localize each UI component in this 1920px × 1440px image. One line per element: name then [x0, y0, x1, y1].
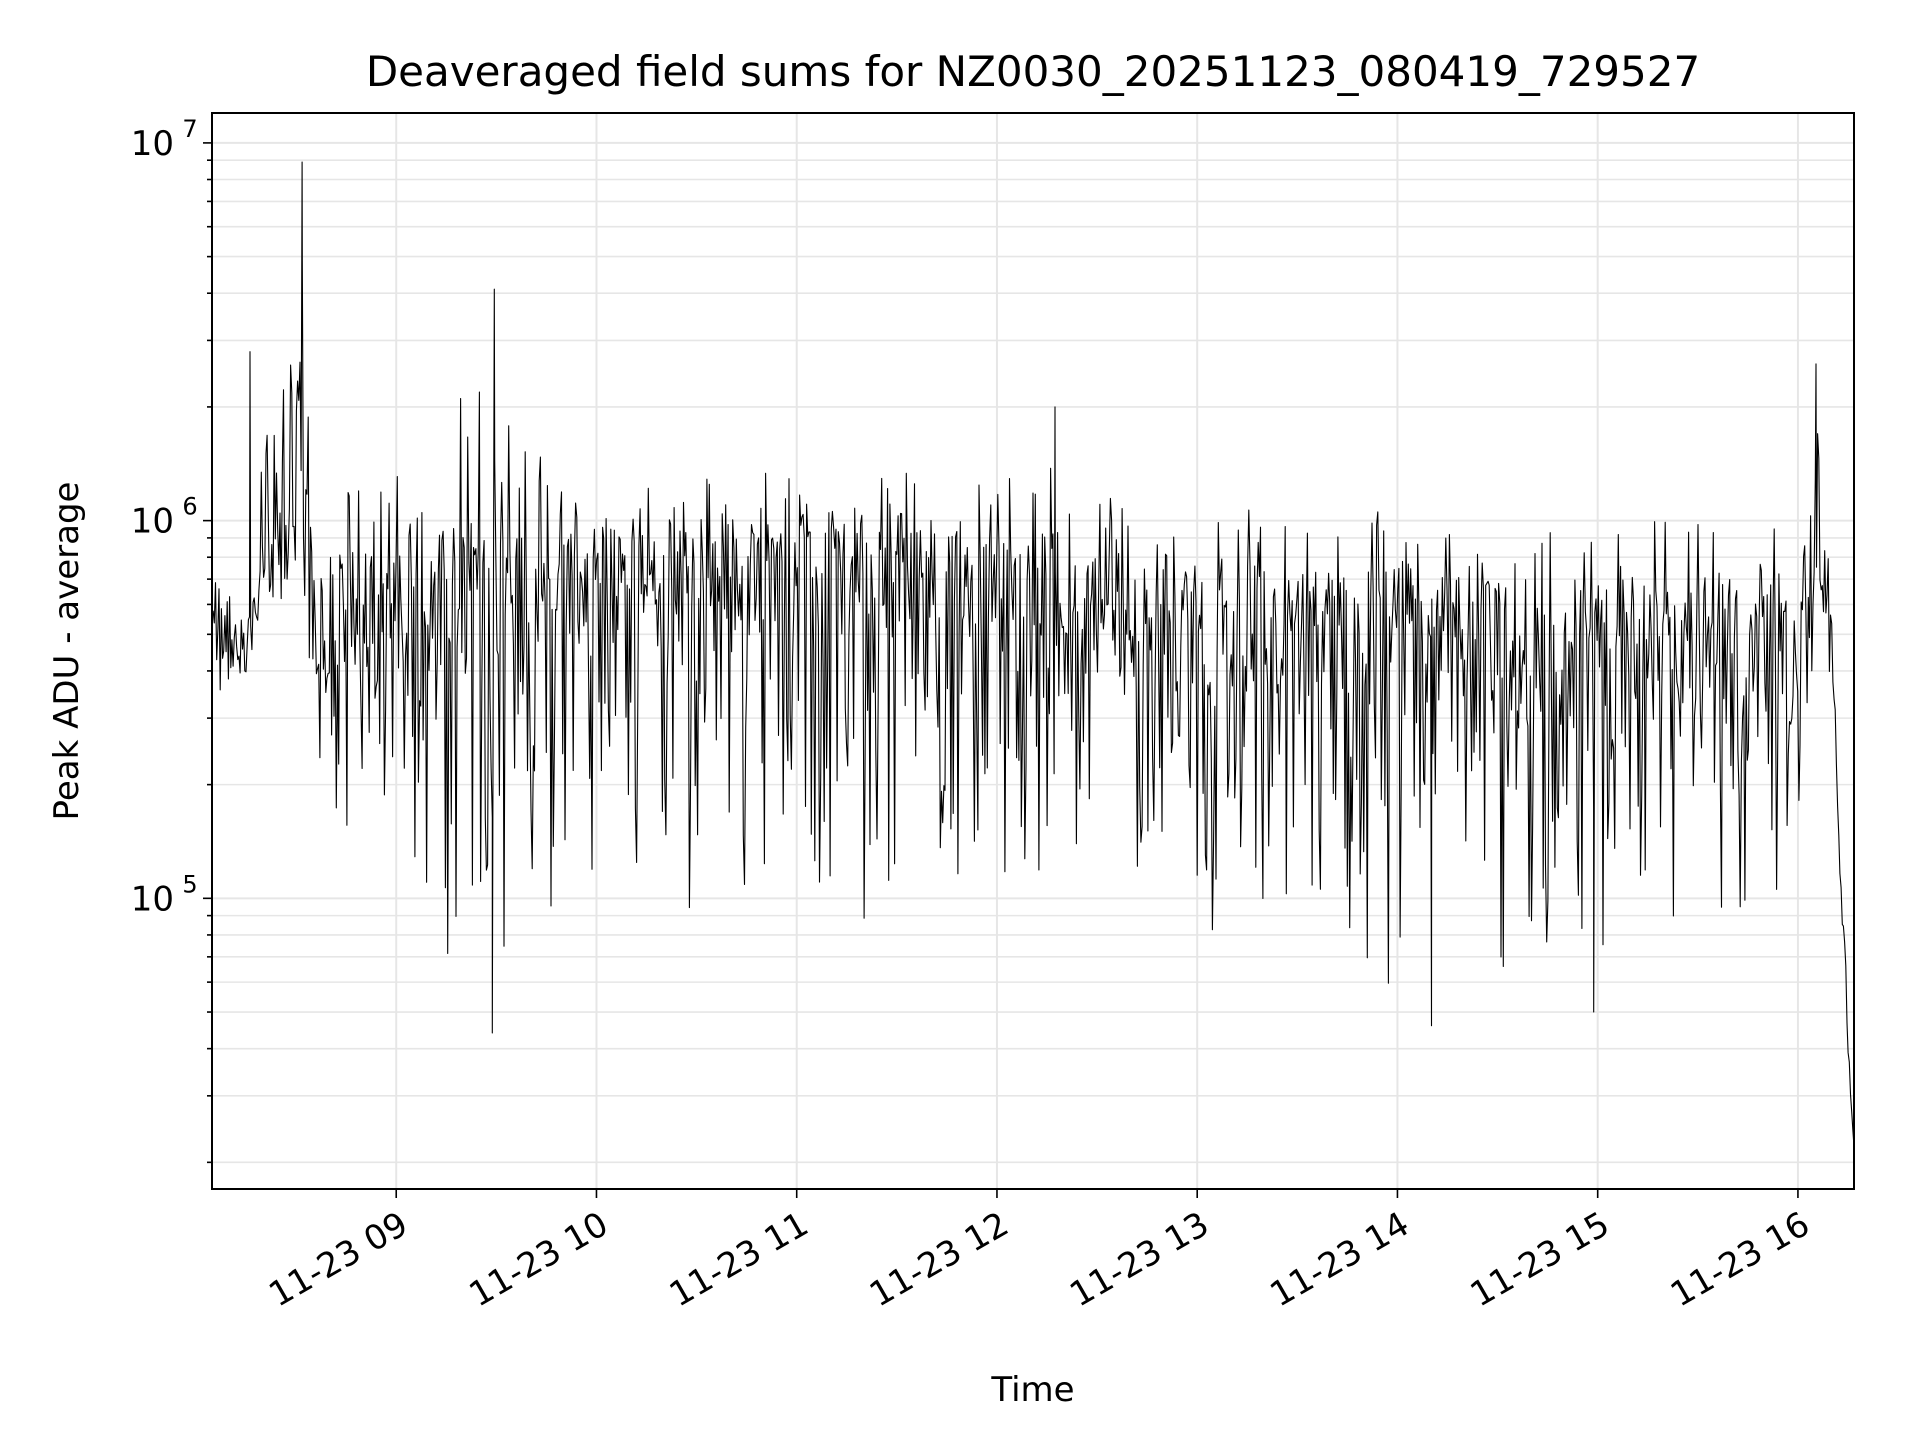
y-tick-label: 10 — [131, 124, 174, 164]
y-tick-label-base: 10 — [131, 879, 174, 919]
series-line — [211, 161, 1855, 1147]
plot-frame — [211, 112, 1855, 1190]
y-tick-label: 10 — [131, 502, 174, 542]
y-tick-label-base: 10 — [131, 124, 174, 164]
y-tick-label-exponent: 7 — [182, 115, 197, 143]
y-tick-label-exponent: 5 — [182, 870, 197, 898]
grid — [212, 113, 1854, 1189]
data-series — [211, 161, 1855, 1147]
y-axis-label: Peak ADU - average — [47, 482, 87, 821]
x-axis-label: Time — [990, 1370, 1074, 1410]
chart-title: Deaveraged field sums for NZ0030_2025112… — [366, 47, 1700, 96]
y-tick-label-base: 10 — [131, 502, 174, 542]
y-tick-label-exponent: 6 — [182, 493, 197, 521]
y-tick-label: 10 — [131, 879, 174, 919]
